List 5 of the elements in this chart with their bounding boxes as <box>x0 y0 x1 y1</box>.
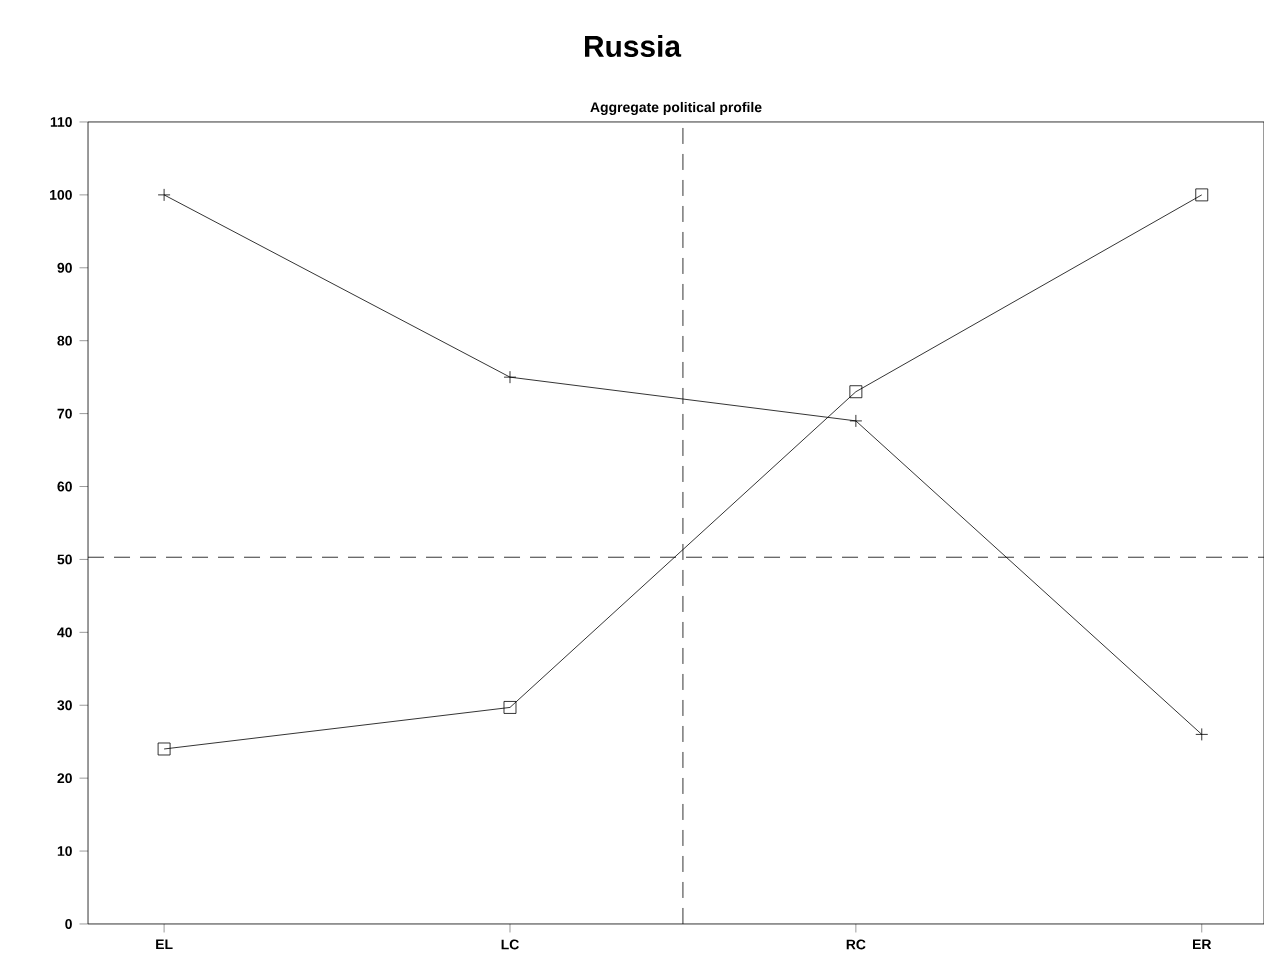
point <box>1195 188 1209 202</box>
point <box>849 385 863 399</box>
chart-title: Russia <box>585 35 682 57</box>
point <box>503 701 517 714</box>
point <box>157 742 171 756</box>
